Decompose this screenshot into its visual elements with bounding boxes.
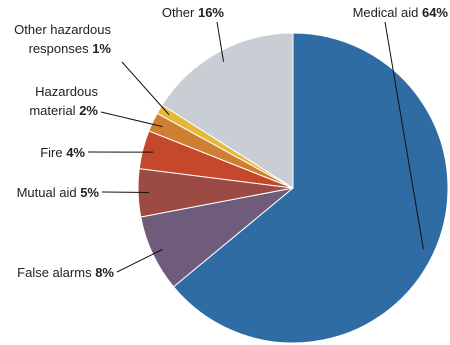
leader-line xyxy=(116,248,163,273)
category-name: Other hazardous responses xyxy=(14,22,111,56)
category-name: Other xyxy=(161,5,195,20)
leader-line xyxy=(100,111,163,128)
leader-line xyxy=(101,191,149,194)
value-label: 4% xyxy=(66,145,85,160)
slice-label: Other hazardous responses 1% xyxy=(0,20,111,58)
category-name: Medical aid xyxy=(352,5,419,20)
value-label: 2% xyxy=(79,103,98,118)
slice-label: Other 16% xyxy=(124,3,224,22)
leader-line xyxy=(384,21,424,250)
category-name: Mutual aid xyxy=(16,185,77,200)
category-name: Fire xyxy=(40,145,63,160)
category-name: Hazardous material xyxy=(29,84,98,118)
leader-line xyxy=(121,61,170,115)
slice-label: Fire 4% xyxy=(5,143,85,162)
value-label: 8% xyxy=(95,265,114,280)
value-label: 64% xyxy=(421,5,448,20)
pie-slice xyxy=(161,32,294,189)
pie-slice xyxy=(172,32,449,344)
leader-line xyxy=(216,21,225,62)
slice-label: Hazardous material 2% xyxy=(3,82,98,120)
value-label: 16% xyxy=(197,5,224,20)
value-label: 5% xyxy=(80,185,99,200)
slice-label: Mutual aid 5% xyxy=(0,183,99,202)
value-label: 1% xyxy=(92,41,111,56)
slice-label: False alarms 8% xyxy=(0,263,114,282)
slice-label: Medical aid 64% xyxy=(308,3,448,22)
category-name: False alarms xyxy=(17,265,92,280)
